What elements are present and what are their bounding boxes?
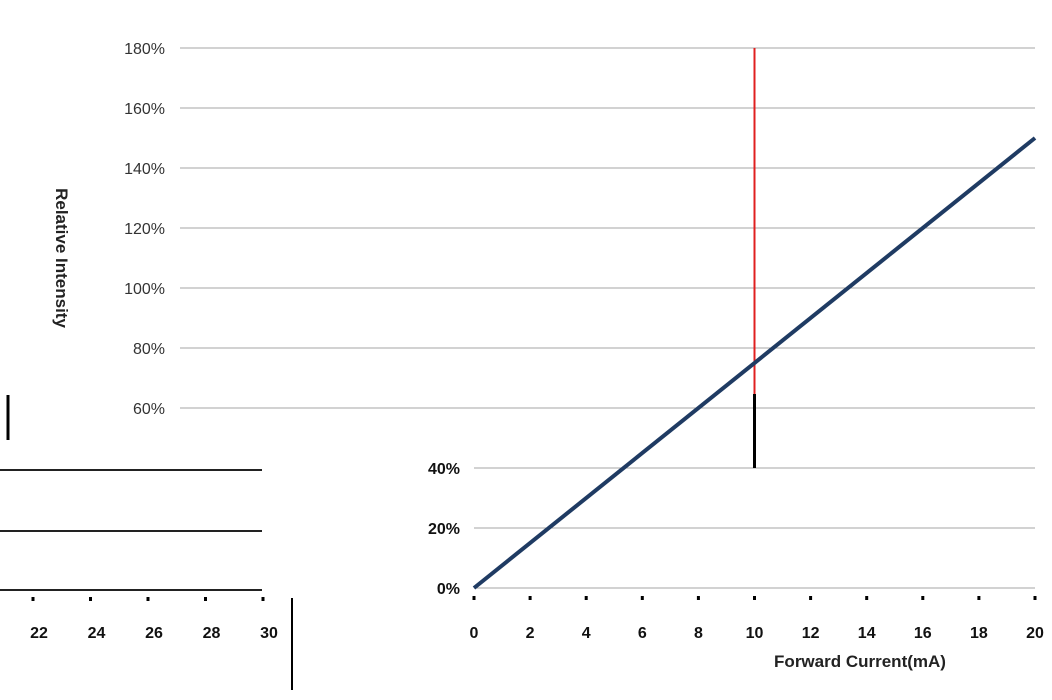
fragment-x-tick-label: 28: [203, 625, 221, 642]
x-tick-label: 2: [526, 625, 535, 642]
y-tick-label: 180%: [124, 41, 165, 58]
x-tick-label: 10: [746, 625, 764, 642]
x-tick-labels: 0 2 4 6 8 10 12 14 16 18 20: [470, 596, 1044, 642]
fragment-x-tick-label: 30: [260, 625, 278, 642]
fragment-x-tick-label: 24: [88, 625, 106, 642]
fragment-background: [0, 455, 270, 615]
y-tick-label: 120%: [124, 221, 165, 238]
x-tick-label: 20: [1026, 625, 1044, 642]
fragment-x-tick-label: 26: [145, 625, 163, 642]
y-tick-label: 160%: [124, 101, 165, 118]
y-tick-label: 0%: [437, 581, 460, 598]
x-tick-label: 12: [802, 625, 820, 642]
x-tick-label: 14: [858, 625, 876, 642]
x-tick-label: 16: [914, 625, 932, 642]
y-tick-label: 60%: [133, 401, 165, 418]
y-tick-label: 40%: [428, 461, 460, 478]
x-tick-label: 6: [638, 625, 647, 642]
y-tick-labels: 0% 20% 40% 60% 80% 100% 120% 140% 160% 180%: [124, 41, 460, 598]
fragment-x-tick-label: 22: [30, 625, 48, 642]
series-lines: [472, 136, 1037, 590]
y-tick-label: 140%: [124, 161, 165, 178]
grid-lines: [180, 47, 1035, 589]
series-line-intensity: [472, 136, 1037, 590]
x-tick-label: 18: [970, 625, 988, 642]
y-tick-label: 80%: [133, 341, 165, 358]
y-tick-label: 20%: [428, 521, 460, 538]
x-tick-label: 4: [582, 625, 591, 642]
x-axis-title: Forward Current(mA): [774, 652, 946, 671]
fragment-chart: 22 24 26 28 30: [0, 395, 293, 690]
y-tick-label: 100%: [124, 281, 165, 298]
y-axis-title: Relative Intensity: [52, 188, 71, 328]
x-tick-label: 8: [694, 625, 703, 642]
x-tick-label: 0: [470, 625, 479, 642]
